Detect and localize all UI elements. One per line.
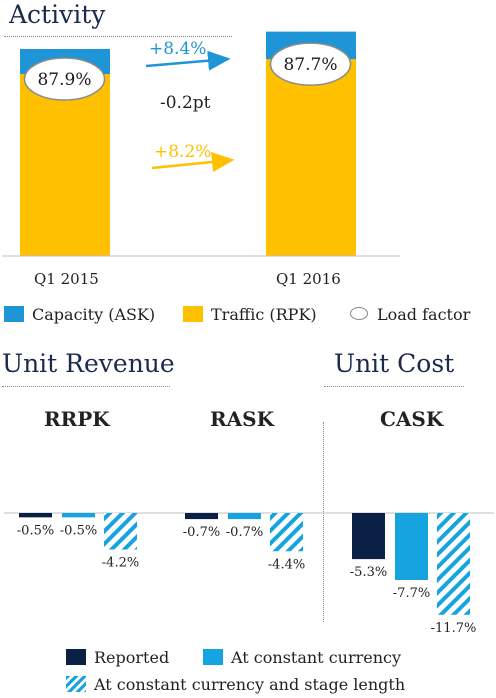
load-factor-value-q1-2015: 87.9% [37,70,91,90]
quarter-label-2015: Q1 2015 [34,270,99,288]
quarter-label-2016: Q1 2016 [276,270,341,288]
traffic-change-arrow [151,152,235,172]
legend-capacity-label: Capacity (ASK) [32,305,156,324]
load-factor-value-q1-2016: 87.7% [283,55,337,75]
value-label-rask-series-3: -4.4% [268,557,305,572]
bar-rask-series-2 [228,513,261,520]
unit-revenue-title: Unit Revenue [2,349,175,378]
legend-constant-currency-swatch [203,649,223,665]
unit-cost-rule [324,386,464,387]
activity-chart: 87.9% 87.7% +8.4% -0.2pt +8.2% [2,31,400,257]
legend-stage-length-swatch [66,676,86,692]
capacity-change-arrow [145,50,231,71]
value-label-cask-series-2: -7.7% [393,586,430,601]
legend-stage-length-label: At constant currency and stage length [94,675,406,694]
bar-rrpk-series-3 [104,513,137,550]
value-label-cask-series-3: -11.7% [431,621,477,636]
legend-reported-swatch [66,649,86,665]
unit-cost-title: Unit Cost [334,349,455,378]
traffic-bar-q1-2016 [266,59,356,256]
legend-load-factor-label: Load factor [377,305,471,324]
unit-chart: -0.5% -0.5% -4.2% -0.7% -0.7% -4.4% -5.3% -7.7%… [4,512,494,636]
legend-capacity-swatch [4,306,24,322]
bar-cask-series-2 [395,513,428,580]
bar-cask-series-3 [437,513,470,615]
load-factor-change-label: -0.2pt [160,93,211,113]
bar-rrpk-series-2 [62,513,95,518]
legend-reported-label: Reported [94,648,170,667]
legend-traffic-swatch [183,306,203,322]
section-divider [323,422,324,622]
value-label-rrpk-series-2: -0.5% [60,523,97,538]
bar-rask-series-1 [185,513,218,520]
bar-cask-series-1 [352,513,385,560]
activity-title: Activity [9,0,106,29]
value-label-rask-series-2: -0.7% [226,525,263,540]
value-label-rask-series-1: -0.7% [183,525,220,540]
activity-title-rule [4,36,232,37]
metric-label-rrpk: RRPK [44,407,110,431]
bar-rrpk-series-1 [19,513,52,518]
capacity-change-label: +8.4% [149,39,206,59]
value-label-rrpk-series-1: -0.5% [17,523,54,538]
legend-constant-currency-label: At constant currency [231,648,402,667]
bar-rask-series-3 [270,513,303,552]
load-factor-ellipse-q1-2016 [269,42,352,86]
metric-label-cask: CASK [380,407,444,431]
legend-load-factor-icon [350,307,368,320]
load-factor-ellipse-q1-2015 [23,57,106,101]
legend-traffic-label: Traffic (RPK) [211,305,317,324]
metric-label-rask: RASK [210,407,274,431]
traffic-change-label: +8.2% [154,142,211,162]
traffic-bar-q1-2015 [20,74,110,256]
unit-revenue-rule [2,386,170,387]
value-label-cask-series-1: -5.3% [350,565,387,580]
value-label-rrpk-series-3: -4.2% [102,556,139,571]
